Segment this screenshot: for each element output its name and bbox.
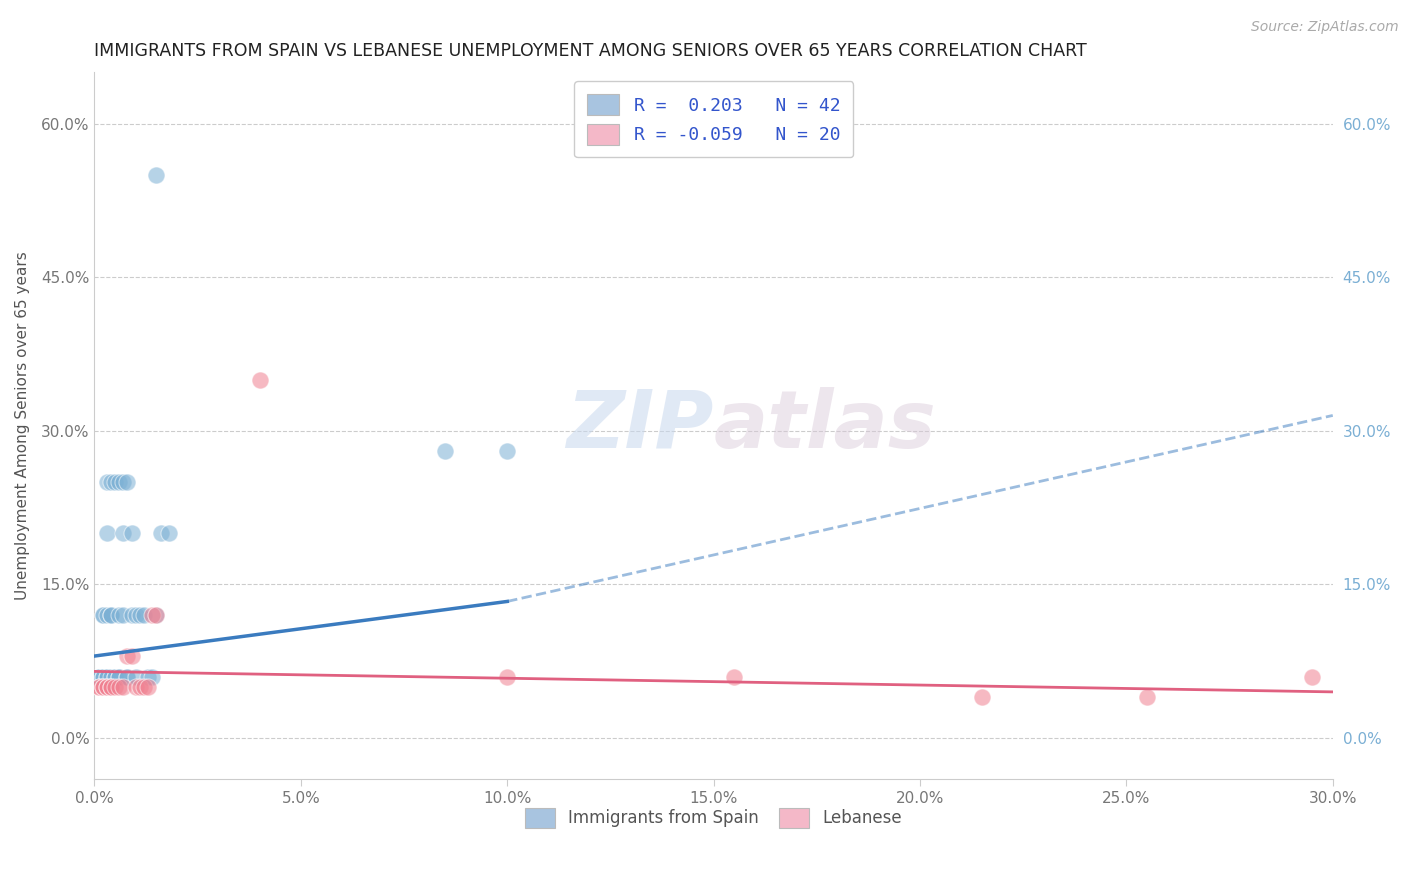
Point — [91, 669, 114, 683]
Point — [96, 680, 118, 694]
Point — [132, 608, 155, 623]
Point — [128, 680, 150, 694]
Text: ZIP: ZIP — [567, 386, 714, 465]
Legend: Immigrants from Spain, Lebanese: Immigrants from Spain, Lebanese — [519, 802, 908, 834]
Point — [149, 526, 172, 541]
Point — [117, 475, 139, 489]
Point — [125, 608, 148, 623]
Point — [96, 608, 118, 623]
Point — [87, 680, 110, 694]
Point — [96, 475, 118, 489]
Text: IMMIGRANTS FROM SPAIN VS LEBANESE UNEMPLOYMENT AMONG SENIORS OVER 65 YEARS CORRE: IMMIGRANTS FROM SPAIN VS LEBANESE UNEMPL… — [94, 42, 1087, 60]
Point — [108, 680, 131, 694]
Point — [141, 669, 163, 683]
Point — [496, 444, 519, 458]
Point — [108, 608, 131, 623]
Point — [91, 680, 114, 694]
Text: atlas: atlas — [714, 386, 936, 465]
Point — [104, 475, 127, 489]
Point — [145, 608, 167, 623]
Point — [96, 669, 118, 683]
Point — [1136, 690, 1159, 704]
Point — [145, 608, 167, 623]
Point — [723, 669, 745, 683]
Point — [132, 680, 155, 694]
Point — [91, 669, 114, 683]
Point — [117, 648, 139, 663]
Point — [91, 608, 114, 623]
Point — [117, 669, 139, 683]
Point — [125, 680, 148, 694]
Text: Source: ZipAtlas.com: Source: ZipAtlas.com — [1251, 20, 1399, 34]
Point — [96, 526, 118, 541]
Point — [434, 444, 457, 458]
Point — [1301, 669, 1323, 683]
Point — [100, 475, 122, 489]
Point — [108, 669, 131, 683]
Point — [112, 526, 135, 541]
Point — [970, 690, 993, 704]
Point — [100, 669, 122, 683]
Point — [112, 475, 135, 489]
Point — [87, 669, 110, 683]
Point — [117, 669, 139, 683]
Point — [157, 526, 180, 541]
Point — [91, 608, 114, 623]
Point — [136, 680, 159, 694]
Point — [87, 669, 110, 683]
Point — [104, 669, 127, 683]
Point — [121, 648, 143, 663]
Point — [125, 669, 148, 683]
Point — [100, 680, 122, 694]
Y-axis label: Unemployment Among Seniors over 65 years: Unemployment Among Seniors over 65 years — [15, 252, 30, 600]
Point — [496, 669, 519, 683]
Point — [96, 680, 118, 694]
Point — [87, 680, 110, 694]
Point — [91, 680, 114, 694]
Point — [100, 680, 122, 694]
Point — [128, 608, 150, 623]
Point — [100, 608, 122, 623]
Point — [104, 680, 127, 694]
Point — [249, 373, 271, 387]
Point — [121, 526, 143, 541]
Point — [121, 608, 143, 623]
Point — [141, 608, 163, 623]
Point — [100, 608, 122, 623]
Point — [96, 669, 118, 683]
Point — [104, 669, 127, 683]
Point — [108, 475, 131, 489]
Point — [145, 168, 167, 182]
Point — [108, 669, 131, 683]
Point — [136, 669, 159, 683]
Point — [112, 608, 135, 623]
Point — [112, 680, 135, 694]
